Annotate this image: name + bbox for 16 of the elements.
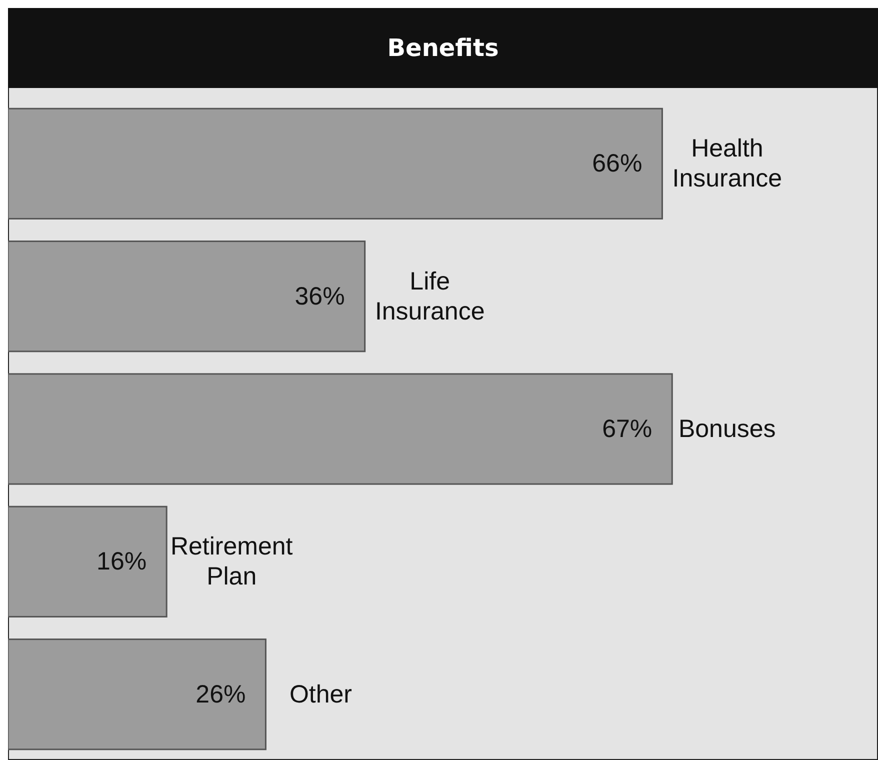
bar xyxy=(8,638,266,750)
bar xyxy=(8,506,168,618)
chart-title: Benefits xyxy=(387,34,499,62)
data-label: 66% xyxy=(592,150,642,178)
bar xyxy=(8,108,663,220)
data-label: 67% xyxy=(602,415,652,443)
data-label: 16% xyxy=(96,548,147,576)
y-tick-label: Other xyxy=(289,680,352,708)
data-label: 26% xyxy=(196,680,246,708)
y-tick-label: Health Insurance xyxy=(672,134,782,193)
y-tick-label: Life Insurance xyxy=(374,267,485,326)
bar xyxy=(8,373,673,485)
bar xyxy=(8,240,366,352)
data-label: 36% xyxy=(294,282,345,310)
y-tick-label: Bonuses xyxy=(678,415,776,443)
y-tick-label: Retirement Plan xyxy=(170,532,293,591)
